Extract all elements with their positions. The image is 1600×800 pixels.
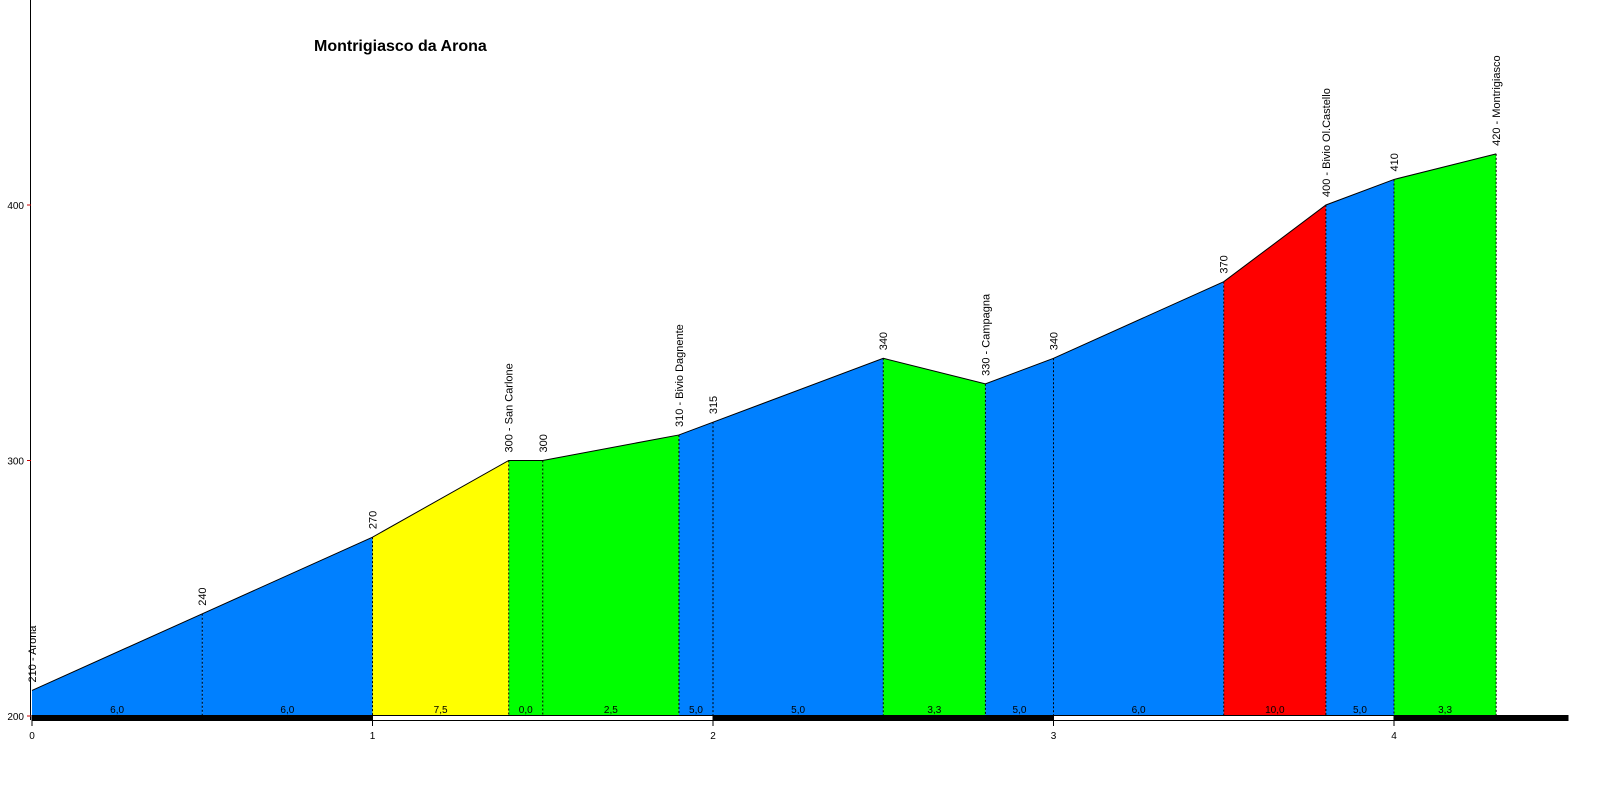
chart-title: Montrigiasco da Arona — [314, 38, 487, 55]
y-tick-label: 400 — [7, 201, 24, 212]
segment-area — [372, 460, 509, 716]
gradient-label: 6,0 — [280, 705, 294, 716]
x-tick-label: 3 — [1051, 731, 1057, 742]
point-label: 315 — [708, 396, 720, 414]
profile-line — [31, 153, 1497, 691]
segment-area — [1053, 281, 1224, 716]
segment-area — [713, 358, 884, 716]
gradient-label: 6,0 — [110, 705, 124, 716]
point-label: 400 - Bivio Ol.Castello — [1321, 88, 1333, 197]
point-label: 240 — [197, 587, 209, 605]
x-tick-label: 2 — [710, 731, 716, 742]
point-label: 410 — [1389, 153, 1401, 171]
gradient-label: 5,0 — [689, 705, 703, 716]
point-label: 420 - Montrigiasco — [1491, 55, 1503, 146]
distance-bar-segment — [31, 715, 373, 721]
distance-bar-segment — [1393, 715, 1569, 721]
segment-area — [1394, 153, 1497, 716]
gradient-label: 3,3 — [1438, 705, 1452, 716]
segment-area — [1223, 205, 1326, 716]
gradient-label: 5,0 — [791, 705, 805, 716]
distance-bar-segment — [372, 715, 714, 721]
point-label: 210 - Arona — [27, 625, 39, 683]
point-label: 300 — [538, 434, 550, 452]
gradient-label: 3,3 — [927, 705, 941, 716]
point-label: 340 — [1049, 332, 1061, 350]
segment-area — [678, 422, 713, 716]
y-tick-label: 300 — [7, 457, 24, 468]
segment-area — [1325, 179, 1394, 716]
gradient-label: 7,5 — [434, 705, 448, 716]
segment-area — [985, 358, 1054, 716]
gradient-label: 6,0 — [1132, 705, 1146, 716]
point-label: 300 - San Carlone — [504, 363, 516, 452]
point-label: 270 — [368, 511, 380, 529]
segment-area — [883, 358, 986, 716]
segment-area — [508, 460, 543, 716]
gradient-label: 0,0 — [519, 705, 533, 716]
x-tick-label: 0 — [29, 731, 35, 742]
x-tick-label: 1 — [370, 731, 376, 742]
point-label: 310 - Bivio Dagnente — [674, 324, 686, 427]
distance-bar-segment — [712, 715, 1054, 721]
gradient-label: 10,0 — [1265, 705, 1285, 716]
point-label: 340 — [878, 332, 890, 350]
y-tick-label: 200 — [7, 712, 24, 723]
gradient-label: 2,5 — [604, 705, 618, 716]
point-label: 330 - Campagna — [980, 293, 992, 376]
point-label: 370 — [1219, 255, 1231, 273]
segment-area — [32, 613, 203, 716]
gradient-label: 5,0 — [1353, 705, 1367, 716]
gradient-label: 5,0 — [1012, 705, 1026, 716]
segment-area — [202, 537, 373, 716]
x-tick-label: 4 — [1391, 731, 1397, 742]
segment-area — [542, 434, 679, 716]
distance-bar-segment — [1053, 715, 1395, 721]
